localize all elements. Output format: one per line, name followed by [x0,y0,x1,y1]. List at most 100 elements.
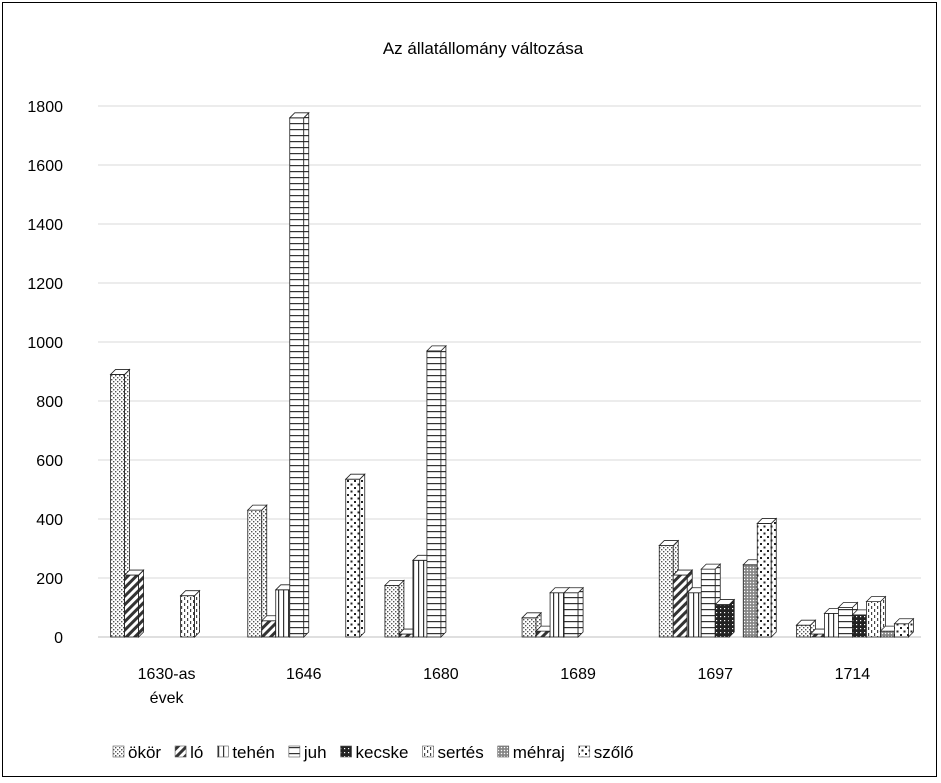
bar [756,517,778,638]
bar-top [893,618,915,625]
bar-front [261,620,277,638]
bar-front [275,589,291,638]
bar-side [728,598,735,638]
bar-front [880,630,895,638]
y-tick-label: 1400 [27,217,63,234]
y-axis: 0 200 400 600 800 1000 1200 1400 1600 1800 [27,99,63,647]
y-tick-label: 1800 [27,99,63,116]
bar [123,569,145,638]
legend-label: sertés [437,743,483,762]
bar-top [700,563,722,570]
bar-front [658,545,674,638]
bar-front [714,604,730,638]
x-axis: 1630-as évek 1646 1680 1689 1697 1714 [138,666,871,707]
legend-label: szőlő [594,743,634,762]
bar-front [521,617,537,638]
bar [179,589,201,638]
bar-top [756,518,778,524]
bar [893,617,915,638]
legend-label: méhraj [513,743,565,762]
x-tick-label: 1630-as [138,666,196,683]
y-tick-label: 0 [54,630,63,647]
gridlines [98,105,921,638]
bar-front [838,607,853,638]
bars [109,111,915,638]
x-tick-label: 1689 [560,666,596,683]
bar-side [303,111,310,638]
legend-swatch [288,745,301,758]
bar-front [124,574,139,638]
bar [246,504,268,638]
legend-swatch [340,745,352,758]
bar-front [866,601,881,638]
bar-front [810,633,825,638]
legend-swatch [578,745,591,758]
bar-top [246,504,268,511]
legend-label: ökör [128,743,161,762]
bar-side [398,579,405,638]
y-tick-label: 400 [36,512,63,529]
bar-front [563,592,579,638]
bar-front [426,350,442,638]
bar-front [180,595,195,638]
bar-top [123,569,145,576]
x-tick-label: 1680 [423,666,459,683]
bar-side [138,569,144,638]
legend-swatch [422,745,434,758]
bar-front [796,624,811,638]
bar-top [425,345,447,352]
x-tick-label: 1697 [697,666,733,683]
bar-front [384,584,400,638]
bar [714,598,736,638]
bar [109,368,131,638]
bar-top [672,569,694,576]
bar-front [345,478,361,638]
bar-top [383,579,405,586]
legend-swatch [174,745,187,758]
bar-front [824,613,839,638]
bar-top [837,602,859,608]
bar-top [658,540,680,546]
bar-top [288,112,310,119]
bar-front [247,509,263,638]
bar [288,111,310,638]
bar-front [289,117,305,638]
bar [425,344,447,638]
bar-side [194,589,200,638]
y-tick-label: 200 [36,571,63,588]
bar-front [549,592,565,638]
y-tick-label: 1200 [27,276,63,293]
chart-title: Az állatállomány változása [383,39,584,58]
bar-side [440,344,447,638]
bar [383,579,405,638]
x-tick-label: 1714 [835,666,871,683]
bar-chart: Az állatállomány változása 0 200 400 600 800… [27,39,921,762]
bar-top [865,596,887,602]
legend-label: juh [303,743,327,762]
bar-top [344,473,366,480]
bar-front [894,623,909,638]
legend-label: kecske [356,743,409,762]
y-tick-label: 600 [36,453,63,470]
bar-front [756,523,772,638]
bar [344,473,366,638]
y-tick-label: 800 [36,394,63,411]
bar [563,586,585,638]
bar-front [672,574,688,638]
legend-label: ló [190,743,203,762]
bar-front [110,374,125,638]
bar-front [700,568,716,638]
bar-top [521,612,543,619]
bar-front [398,633,414,638]
bar-front [852,614,867,638]
x-tick-label: 1646 [286,666,322,683]
y-tick-label: 1600 [27,158,63,175]
x-tick-label: évek [150,690,185,707]
legend: ökör ló tehén juh kecske sertés méhraj szőlő [112,743,634,762]
bar-front [535,630,551,638]
bar-front [412,559,428,638]
bar-top [109,369,131,375]
bar-top [714,599,736,605]
bar-front [686,592,702,638]
